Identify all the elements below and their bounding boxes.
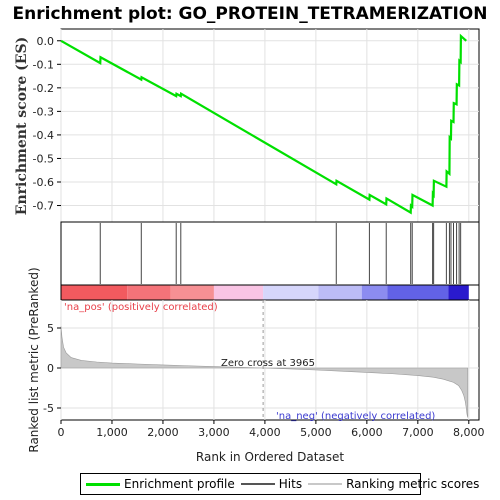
metric-axis-label: Ranked list metric (PreRanked): [27, 267, 41, 452]
heatmap-band: [448, 285, 469, 300]
heatmap-band: [213, 285, 264, 300]
legend: Enrichment profile Hits Ranking metric s…: [80, 473, 479, 495]
neg-annotation: 'na_neg' (negatively correlated): [276, 411, 435, 422]
es-tick-label: -0.2: [33, 82, 54, 95]
x-tick-label: 5,000: [300, 426, 332, 439]
es-grid: [60, 29, 479, 222]
x-tick-label: 0: [58, 426, 65, 439]
hit-markers: [99, 223, 462, 284]
es-tick-label: -0.5: [33, 152, 54, 165]
heatmap-band: [170, 285, 214, 300]
metric-y-ticks: 5 0 -5: [43, 322, 61, 415]
x-tick-label: 8,000: [453, 426, 485, 439]
heatmap-band: [263, 285, 319, 300]
metric-tick-label: 0: [47, 362, 54, 375]
ranking-heatmap: [61, 285, 469, 300]
metric-tick-label: 5: [47, 322, 54, 335]
es-y-ticks: 0.0 -0.1 -0.2 -0.3 -0.4 -0.5 -0.6 -0.7: [33, 35, 61, 213]
heatmap-band: [318, 285, 362, 300]
metric-panel-frame: [60, 299, 480, 421]
x-axis-label: Rank in Ordered Dataset: [196, 450, 344, 464]
es-tick-label: -0.6: [33, 176, 54, 189]
hits-panel-frame: [60, 221, 480, 286]
es-tick-label: -0.3: [33, 105, 54, 118]
metric-tick-label: -5: [43, 402, 54, 415]
heatmap-band: [127, 285, 171, 300]
x-tick-label: 4,000: [249, 426, 281, 439]
zero-cross-annotation: Zero cross at 3965: [221, 358, 315, 369]
es-axis-label: Enrichment score (ES): [14, 37, 30, 215]
legend-item-enrichment-profile: Enrichment profile: [86, 477, 235, 491]
heatmap-band: [61, 285, 128, 300]
metric-grid: [60, 300, 479, 420]
x-tick-label: 2,000: [147, 426, 179, 439]
x-tick-label: 3,000: [198, 426, 230, 439]
es-tick-label: -0.1: [33, 58, 54, 71]
legend-item-ranking-metric: Ranking metric scores: [308, 477, 479, 491]
chart-title: Enrichment plot: GO_PROTEIN_TETRAMERIZAT…: [13, 4, 488, 24]
x-tick-label: 1,000: [96, 426, 128, 439]
ranking-metric-area: [60, 326, 469, 418]
enrichment-profile-line: [60, 33, 467, 215]
legend-label: Hits: [278, 477, 303, 491]
x-tick-label: 7,000: [402, 426, 434, 439]
x-tick-label: 6,000: [351, 426, 383, 439]
legend-item-hits: Hits: [240, 477, 303, 491]
es-tick-label: -0.4: [33, 129, 54, 142]
heatmap-band: [361, 285, 388, 300]
heatmap-band: [387, 285, 449, 300]
legend-swatch-ranking-metric: [308, 483, 343, 485]
legend-label: Ranking metric scores: [346, 477, 480, 491]
es-tick-label: -0.7: [33, 200, 54, 213]
es-tick-label: 0.0: [37, 35, 55, 48]
legend-swatch-enrichment-profile: [86, 482, 120, 486]
pos-annotation: 'na_pos' (positively correlated): [64, 302, 218, 313]
legend-label: Enrichment profile: [124, 477, 235, 491]
es-panel-frame: [60, 28, 480, 223]
legend-swatch-hits: [240, 483, 275, 485]
x-ticks: 0 1,000 2,000 3,000 4,000 5,000 6,000 7,000 8,00…: [58, 420, 485, 439]
